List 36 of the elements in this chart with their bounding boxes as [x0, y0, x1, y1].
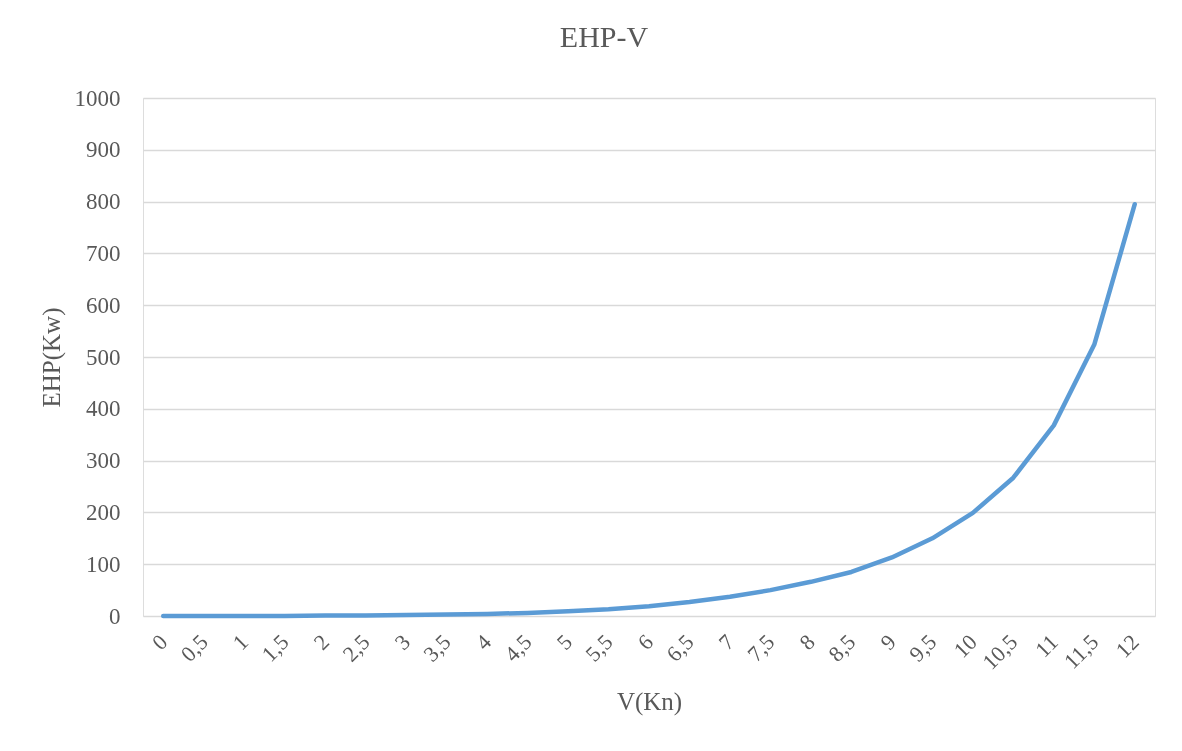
x-tick-label: 7	[713, 629, 739, 655]
y-axis-title: EHP(Kw)	[37, 307, 66, 408]
y-tick-label: 600	[86, 292, 121, 318]
x-tick-label: 6	[632, 629, 658, 655]
x-tick-label: 6,5	[661, 629, 699, 667]
y-tick-label: 300	[86, 448, 121, 474]
x-tick-label: 1,5	[256, 629, 294, 667]
y-tick-label: 900	[86, 137, 121, 163]
x-tick-label: 5	[551, 629, 578, 655]
x-tick-label: 7,5	[742, 629, 780, 667]
x-tick-label: 5,5	[580, 629, 618, 667]
y-tick-label: 1000	[74, 85, 121, 111]
y-tick-label: 100	[86, 551, 121, 577]
y-tick-label: 200	[86, 499, 121, 525]
y-tick-label: 400	[86, 396, 121, 422]
y-tick-label: 800	[86, 189, 121, 215]
y-tick-label: 0	[109, 603, 121, 629]
x-tick-label: 1	[227, 629, 254, 655]
y-tick-label: 500	[86, 344, 121, 370]
x-tick-label: 3	[389, 629, 416, 655]
chart-title: EHP-V	[559, 20, 649, 53]
line-series	[160, 201, 1138, 619]
x-tick-label: 8	[794, 629, 820, 655]
x-tick-label: 0	[146, 629, 173, 655]
x-tick-label: 12	[1110, 629, 1144, 663]
x-tick-label: 4	[470, 629, 497, 655]
x-axis-title: V(Kn)	[616, 687, 683, 716]
x-tick-label: 2,5	[337, 629, 375, 667]
x-tick-label: 3,5	[418, 629, 456, 667]
x-tick-label: 0,5	[175, 629, 213, 667]
x-tick-label: 8,5	[823, 629, 861, 667]
x-tick-label: 9	[875, 629, 901, 655]
x-tick-label: 9,5	[904, 629, 942, 667]
x-tick-label: 2	[308, 629, 335, 655]
x-tick-label: 4,5	[499, 629, 537, 667]
y-tick-label: 700	[86, 240, 121, 266]
